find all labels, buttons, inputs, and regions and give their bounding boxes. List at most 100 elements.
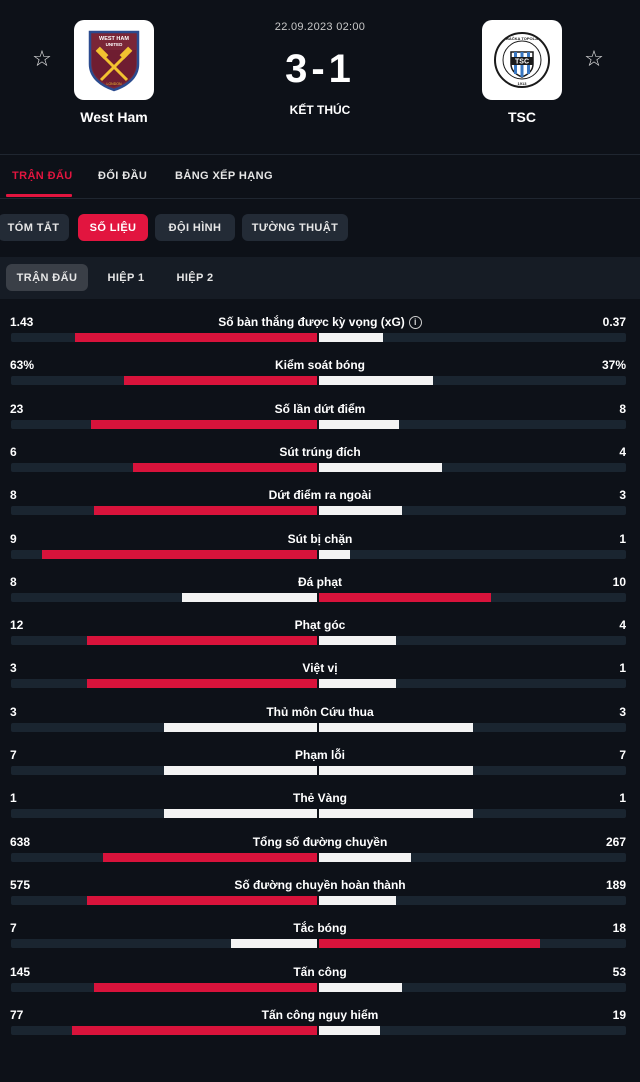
stat-home-value: 638 (10, 834, 31, 849)
home-team-name[interactable]: West Ham (80, 109, 148, 125)
tsc-crest-icon: TSC BAČKA TOPOLA 1913 (494, 32, 550, 88)
stat-away-track (319, 766, 626, 775)
stat-label-text: Dứt điểm ra ngoài (268, 488, 372, 503)
stat-home-value: 8 (10, 488, 17, 503)
stat-home-value: 63% (10, 358, 35, 373)
stat-away-track (319, 982, 626, 992)
home-team-logo[interactable]: WEST HAM UNITED LONDON (74, 20, 154, 100)
stat-label: Tấn công (120, 965, 520, 979)
stat-row: 9 Sút bị chặn 1 (0, 517, 640, 560)
stat-label-text: Số lần dứt điểm (274, 401, 366, 416)
stat-home-bar (75, 333, 317, 342)
subtab-stats[interactable]: SỐ LIỆU (78, 214, 148, 241)
tab-match[interactable]: TRẬN ĐẤU (12, 170, 73, 182)
svg-text:UNITED: UNITED (106, 42, 124, 47)
stat-home-track (11, 722, 317, 732)
stat-away-track (319, 506, 626, 516)
stat-home-bar (94, 506, 317, 516)
stat-row: 8 Dứt điểm ra ngoài 3 (0, 473, 640, 516)
stat-home-value: 6 (10, 444, 17, 459)
svg-text:TSC: TSC (515, 59, 529, 66)
stat-away-bar (319, 376, 433, 386)
stat-home-value: 145 (10, 964, 31, 979)
stat-row: 12 Phạt góc 4 (0, 603, 640, 646)
stat-away-track (319, 809, 626, 819)
stat-row: 3 Việt vị 1 (0, 646, 640, 689)
stat-away-bar (319, 419, 399, 429)
stat-row: 1 Thẻ Vàng 1 (0, 776, 640, 819)
stat-row: 8 Đá phạt 10 (0, 560, 640, 603)
stat-row: 77 Tấn công nguy hiểm 19 (0, 993, 640, 1036)
stat-label: Số bàn thắng được kỳ vọng (xG) i (120, 315, 520, 329)
stat-home-track (11, 506, 317, 516)
stat-row: 7 Phạm lỗi 7 (0, 733, 640, 776)
period-first-half[interactable]: HIỆP 1 (107, 271, 145, 284)
stat-home-bar (182, 592, 317, 602)
stat-label: Số đường chuyền hoàn thành (120, 878, 520, 892)
stat-label-text: Tấn công (293, 964, 347, 979)
stat-away-value: 4 (619, 444, 626, 459)
stat-away-value: 267 (605, 834, 626, 849)
info-icon[interactable]: i (408, 316, 422, 329)
stat-away-value: 1 (619, 661, 626, 676)
favorite-home-star-icon[interactable]: ☆ (32, 46, 52, 71)
period-full-match[interactable]: TRẬN ĐẤU (6, 264, 88, 291)
stat-row: 63% Kiểm soát bóng 37% (0, 343, 640, 386)
west-ham-crest-icon: WEST HAM UNITED LONDON (88, 30, 140, 92)
stat-home-value: 575 (10, 877, 31, 892)
stat-away-bar (319, 722, 473, 732)
stat-row: 3 Thủ môn Cứu thua 3 (0, 690, 640, 733)
stat-home-track (11, 809, 317, 819)
stat-away-track (319, 679, 626, 689)
stat-label: Đá phạt (120, 575, 520, 589)
stat-label-text: Kiểm soát bóng (274, 358, 365, 373)
stat-label: Phạm lỗi (120, 748, 520, 762)
stat-away-value: 1 (619, 531, 626, 546)
stat-away-value: 18 (612, 921, 626, 936)
stat-away-value: 8 (619, 401, 626, 416)
favorite-away-star-icon[interactable]: ☆ (584, 46, 604, 71)
away-team-name[interactable]: TSC (508, 109, 536, 125)
stat-home-value: 8 (10, 574, 17, 589)
stat-home-track (11, 939, 317, 949)
away-team-logo[interactable]: TSC BAČKA TOPOLA 1913 (482, 20, 562, 100)
stat-away-value: 4 (619, 618, 626, 633)
stat-label-text: Sút bị chặn (287, 531, 353, 546)
tab-standings[interactable]: BẢNG XẾP HẠNG (175, 170, 273, 182)
stat-label-text: Phạt góc (294, 618, 346, 633)
stat-home-track (11, 1025, 317, 1035)
stat-label: Số lần dứt điểm (120, 402, 520, 416)
stat-row: 575 Số đường chuyền hoàn thành 189 (0, 863, 640, 906)
subtab-summary[interactable]: TÓM TẮT (0, 214, 69, 241)
stat-home-value: 7 (10, 921, 17, 936)
stat-away-track (319, 549, 626, 559)
stat-away-track (319, 895, 626, 905)
stat-label-text: Tấn công nguy hiểm (261, 1007, 379, 1022)
stat-label: Dứt điểm ra ngoài (120, 488, 520, 502)
stat-home-bar (94, 982, 317, 992)
stat-home-track (11, 462, 317, 472)
stat-away-track (319, 419, 626, 429)
match-score: 3-1 (285, 47, 355, 91)
subtab-lineups[interactable]: ĐỘI HÌNH (155, 214, 235, 241)
stat-home-track (11, 679, 317, 689)
stat-home-value: 9 (10, 531, 17, 546)
stat-home-value: 23 (10, 401, 24, 416)
stat-home-value: 12 (10, 618, 24, 633)
stat-label-text: Tắc bóng (293, 921, 347, 936)
stat-away-value: 53 (612, 964, 626, 979)
stat-away-value: 37% (601, 358, 626, 373)
stat-home-track (11, 766, 317, 775)
stat-away-bar (319, 895, 396, 905)
tab-head-to-head[interactable]: ĐỐI ĐẦU (98, 170, 148, 182)
match-status: KẾT THÚC (289, 103, 351, 117)
stat-away-bar (319, 592, 491, 602)
period-second-half[interactable]: HIỆP 2 (176, 271, 214, 284)
stat-away-bar (319, 852, 411, 862)
stat-away-bar (319, 766, 473, 775)
stat-home-value: 3 (10, 704, 17, 719)
stat-home-bar (164, 809, 317, 819)
stat-home-track (11, 376, 317, 386)
subtab-commentary[interactable]: TƯỜNG THUẬT (242, 214, 348, 241)
stat-home-bar (87, 636, 317, 646)
